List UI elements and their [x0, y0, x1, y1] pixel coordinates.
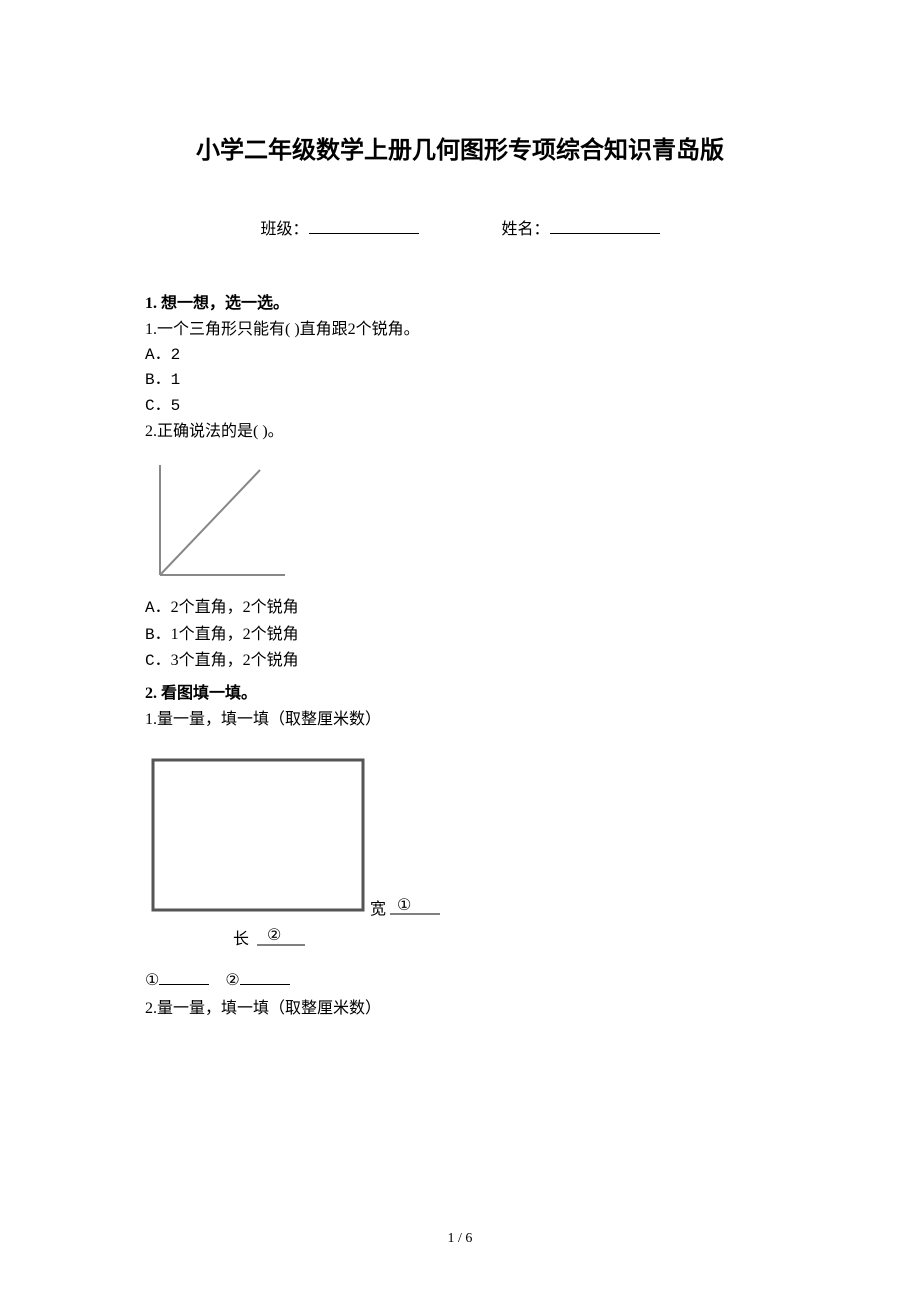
angle-diagram	[145, 455, 775, 590]
q2-optB: B．1个直角，2个锐角	[145, 622, 775, 649]
s2-q1-text: 1.量一量，填一填（取整厘米数）	[145, 707, 775, 733]
q1-optA: A．2	[145, 343, 775, 369]
page-number: 1 / 6	[0, 1231, 920, 1247]
q2-optA: A．2个直角，2个锐角	[145, 595, 775, 622]
answer-2-label: ②	[225, 972, 239, 989]
answer-1-label: ①	[145, 972, 159, 989]
class-blank	[309, 218, 419, 234]
answer-2-blank	[240, 969, 290, 985]
s2-q2-text: 2.量一量，填一填（取整厘米数）	[145, 996, 775, 1022]
page-title: 小学二年级数学上册几何图形专项综合知识青岛版	[145, 130, 775, 165]
q1-optC: C．5	[145, 394, 775, 420]
rect-diagram: 宽 ① 长 ②	[145, 752, 775, 957]
name-blank	[550, 218, 660, 234]
class-label: 班级：	[260, 221, 308, 238]
angle-svg	[145, 455, 290, 585]
s2-q1-answers: ① ②	[145, 967, 775, 996]
section2-heading: 2. 看图填一填。	[145, 679, 775, 703]
answer-1-blank	[159, 969, 209, 985]
svg-text:②: ②	[267, 927, 281, 944]
q1-optB: B．1	[145, 368, 775, 394]
svg-text:宽: 宽	[370, 900, 386, 918]
q1-text: 1.一个三角形只能有( )直角跟2个锐角。	[145, 317, 775, 343]
q2-optC: C．3个直角，2个锐角	[145, 648, 775, 675]
section1-heading: 1. 想一想，选一选。	[145, 289, 775, 313]
name-label: 姓名：	[502, 221, 550, 238]
form-row: 班级： 姓名：	[145, 215, 775, 239]
q2-text: 2.正确说法的是( )。	[145, 419, 775, 445]
rect-svg: 宽 ① 长 ②	[145, 752, 445, 952]
svg-text:长: 长	[233, 930, 249, 948]
svg-text:①: ①	[397, 897, 411, 914]
